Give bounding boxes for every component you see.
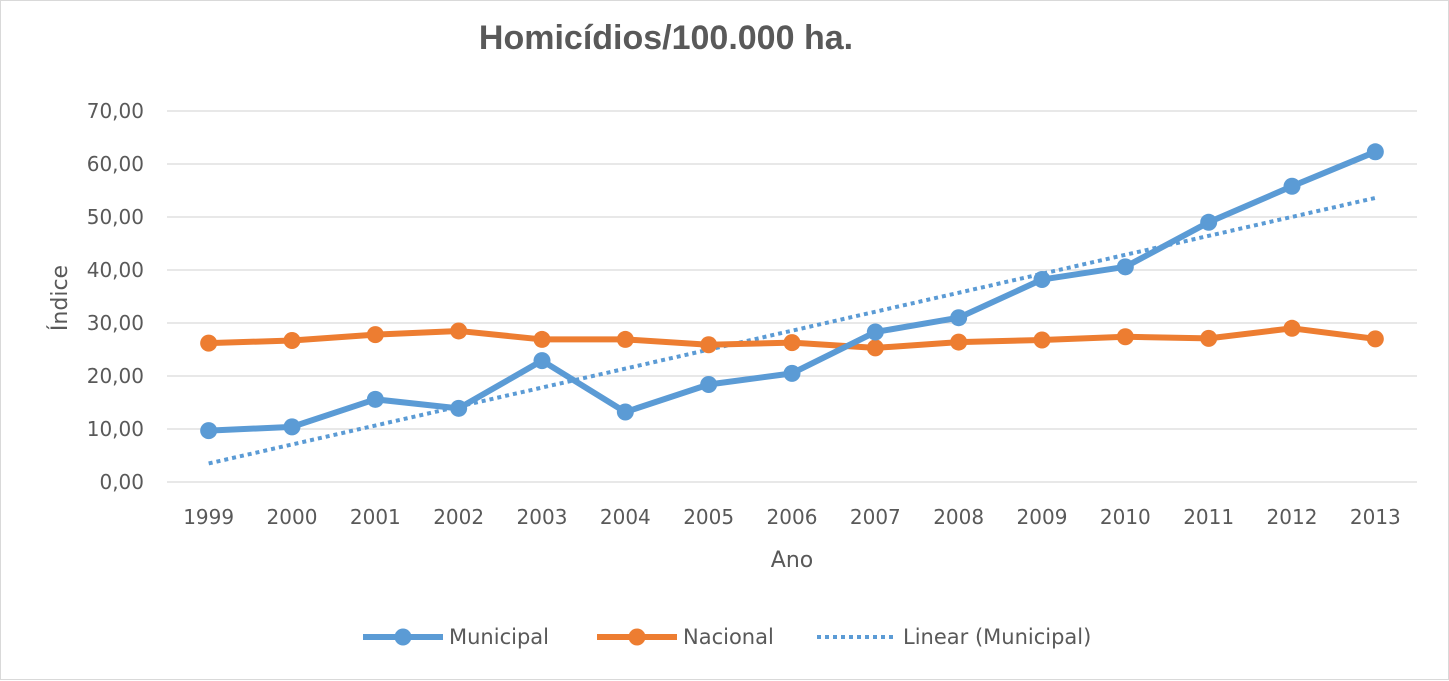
x-tick-label: 2001: [350, 505, 401, 529]
x-tick-label: 2009: [1017, 505, 1068, 529]
x-tick-label: 2012: [1267, 505, 1318, 529]
point-nacional: [950, 333, 968, 351]
y-axis-label: Índice: [47, 265, 73, 331]
x-tick-label: 2008: [933, 505, 984, 529]
point-nacional: [1283, 319, 1301, 337]
x-axis-ticks: 1999 2000 2001 2002 2003 2004 2005 2006 2007 2008…: [183, 505, 1401, 529]
x-tick-label: 2003: [517, 505, 568, 529]
y-tick-label: 30,00: [87, 311, 144, 335]
point-nacional: [616, 330, 634, 348]
point-nacional: [1200, 329, 1218, 347]
series-group: [200, 143, 1384, 440]
point-nacional: [1366, 330, 1384, 348]
legend-label-linear-municipal: Linear (Municipal): [903, 625, 1091, 649]
x-tick-label: 2006: [767, 505, 818, 529]
point-municipal: [616, 403, 634, 421]
point-municipal: [283, 418, 301, 436]
point-municipal: [1116, 258, 1134, 276]
x-tick-label: 2007: [850, 505, 901, 529]
y-tick-label: 70,00: [87, 99, 144, 123]
y-tick-label: 20,00: [87, 364, 144, 388]
x-tick-label: 2010: [1100, 505, 1151, 529]
x-tick-label: 2005: [683, 505, 734, 529]
point-municipal: [366, 390, 384, 408]
point-nacional: [283, 331, 301, 349]
point-municipal: [200, 422, 218, 440]
y-tick-label: 50,00: [87, 205, 144, 229]
point-municipal: [1283, 177, 1301, 195]
legend-label-nacional: Nacional: [683, 625, 774, 649]
trendline-group: [208, 195, 1376, 466]
point-municipal: [450, 399, 468, 417]
x-axis-label: Ano: [771, 548, 813, 573]
point-municipal: [1366, 143, 1384, 161]
x-tick-label: 2004: [600, 505, 651, 529]
point-nacional: [450, 322, 468, 340]
point-municipal: [1200, 213, 1218, 231]
point-municipal: [700, 375, 718, 393]
point-nacional: [366, 326, 384, 344]
point-municipal: [1033, 271, 1051, 289]
point-municipal: [866, 323, 884, 341]
y-axis-ticks: 0,00 10,00 20,00 30,00 40,00 50,00 60,00 70,00: [87, 99, 144, 494]
legend: Municipal Nacional Linear (Municipal): [363, 625, 1091, 649]
y-tick-label: 40,00: [87, 258, 144, 282]
x-tick-label: 1999: [183, 505, 234, 529]
point-municipal: [783, 364, 801, 382]
y-tick-label: 60,00: [87, 152, 144, 176]
point-municipal: [533, 352, 551, 370]
point-nacional: [533, 330, 551, 348]
y-tick-label: 0,00: [99, 470, 144, 494]
point-municipal: [950, 309, 968, 327]
x-tick-label: 2013: [1350, 505, 1401, 529]
gridlines: [167, 110, 1417, 483]
point-nacional: [866, 339, 884, 357]
point-nacional: [200, 334, 218, 352]
x-tick-label: 2011: [1183, 505, 1234, 529]
legend-marker-nacional: [628, 628, 646, 646]
series-line-municipal: [208, 149, 1377, 434]
legend-label-municipal: Municipal: [449, 625, 549, 649]
point-nacional: [700, 336, 718, 354]
x-tick-label: 2000: [267, 505, 318, 529]
chart-title: Homicídios/100.000 ha.: [479, 19, 853, 57]
x-tick-label: 2002: [433, 505, 484, 529]
point-nacional: [1116, 328, 1134, 346]
legend-marker-municipal: [394, 628, 412, 646]
point-nacional: [1033, 331, 1051, 349]
point-nacional: [783, 334, 801, 352]
y-tick-label: 10,00: [87, 417, 144, 441]
trendline-linear-municipal: [208, 195, 1376, 466]
